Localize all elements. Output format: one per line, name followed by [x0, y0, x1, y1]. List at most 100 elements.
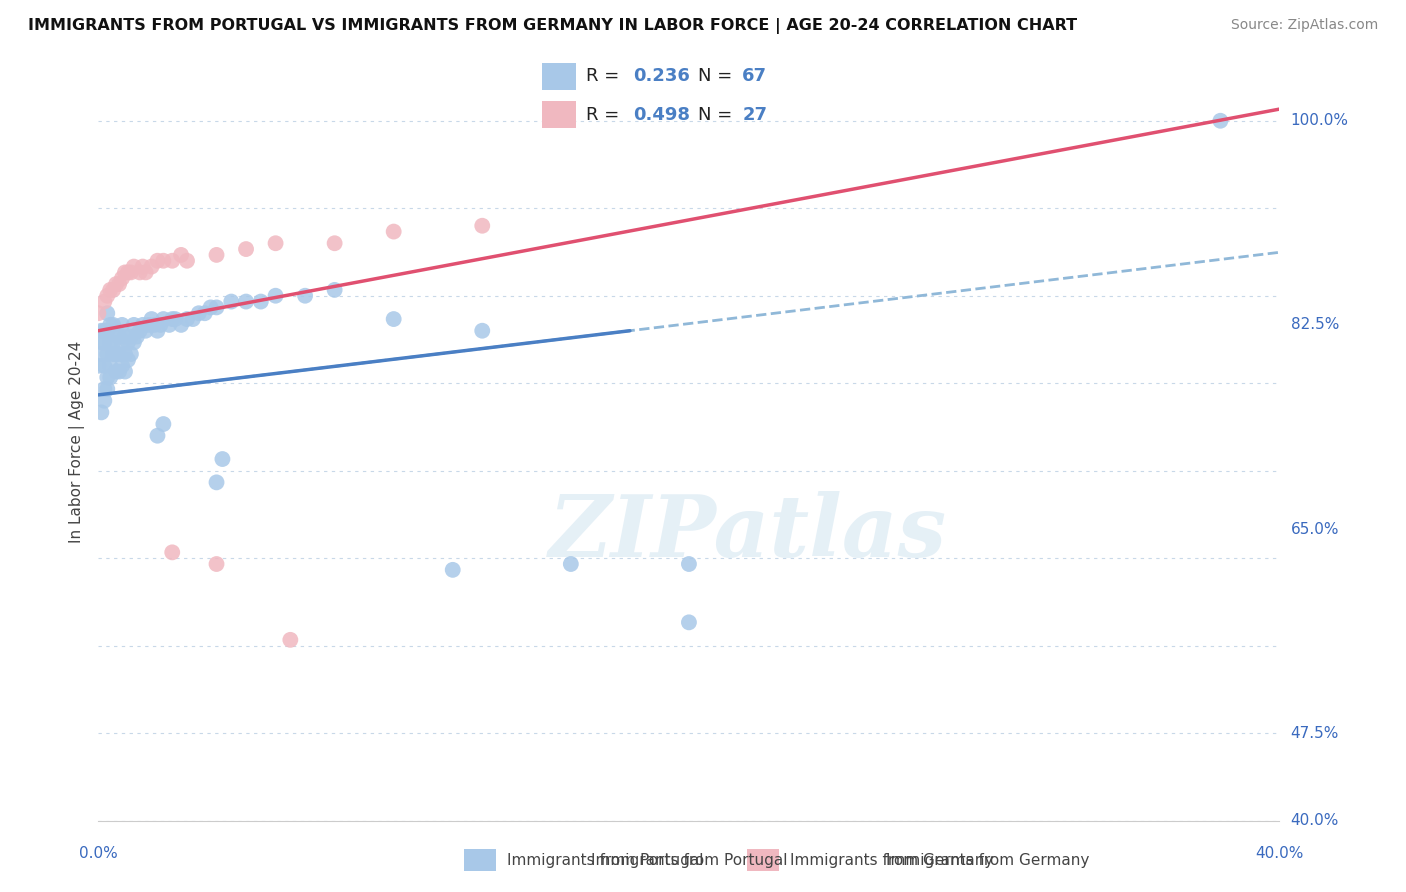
Text: 65.0%: 65.0%: [1291, 522, 1339, 536]
Point: [96, 306, 118, 320]
Text: 67: 67: [742, 68, 768, 86]
Point: [170, 248, 193, 262]
Point: [90, 335, 112, 350]
Point: [132, 318, 155, 332]
Point: [141, 260, 163, 274]
Point: [128, 324, 150, 338]
Text: 47.5%: 47.5%: [1291, 726, 1339, 740]
Point: [93, 324, 115, 338]
Point: [125, 329, 148, 343]
Point: [141, 312, 163, 326]
Text: Immigrants from Germany: Immigrants from Germany: [886, 854, 1090, 868]
Point: [90, 324, 112, 338]
Text: 100.0%: 100.0%: [1291, 113, 1348, 128]
FancyBboxPatch shape: [543, 62, 576, 90]
Point: [105, 277, 128, 291]
Point: [143, 318, 166, 332]
Point: [105, 365, 128, 379]
Point: [108, 347, 131, 361]
Point: [87, 359, 110, 373]
Point: [93, 359, 115, 373]
FancyBboxPatch shape: [543, 101, 576, 128]
Text: R =: R =: [586, 68, 626, 86]
Point: [96, 324, 118, 338]
Point: [93, 294, 115, 309]
Point: [162, 253, 183, 268]
Point: [93, 382, 115, 396]
Point: [111, 335, 134, 350]
Y-axis label: In Labor Force | Age 20-24: In Labor Force | Age 20-24: [69, 341, 86, 542]
Point: [132, 260, 155, 274]
Point: [98, 318, 121, 332]
Point: [98, 283, 121, 297]
Point: [250, 294, 273, 309]
Point: [108, 329, 131, 343]
Point: [98, 335, 121, 350]
Point: [205, 475, 228, 490]
Point: [152, 312, 174, 326]
Point: [103, 347, 125, 361]
Point: [122, 260, 145, 274]
Point: [157, 318, 180, 332]
Point: [678, 615, 700, 630]
Text: Source: ZipAtlas.com: Source: ZipAtlas.com: [1230, 18, 1378, 32]
Text: Immigrants from Portugal: Immigrants from Portugal: [506, 853, 703, 868]
Text: Immigrants from Germany: Immigrants from Germany: [790, 853, 993, 868]
Text: 82.5%: 82.5%: [1291, 318, 1339, 333]
Point: [120, 347, 142, 361]
Point: [162, 312, 183, 326]
Point: [117, 265, 139, 279]
Point: [152, 253, 174, 268]
Point: [294, 289, 316, 303]
Point: [103, 335, 125, 350]
Point: [323, 283, 346, 297]
Point: [146, 428, 169, 442]
Point: [678, 557, 700, 571]
Point: [122, 318, 145, 332]
Point: [471, 219, 494, 233]
Point: [176, 253, 198, 268]
Point: [96, 289, 118, 303]
Point: [205, 301, 228, 315]
Point: [108, 365, 131, 379]
Point: [111, 271, 134, 285]
Point: [382, 312, 405, 326]
Text: 0.498: 0.498: [633, 105, 690, 123]
Point: [114, 265, 136, 279]
Text: 27: 27: [742, 105, 768, 123]
Point: [211, 452, 233, 467]
Point: [441, 563, 464, 577]
Point: [221, 294, 243, 309]
Point: [114, 365, 136, 379]
Point: [90, 347, 112, 361]
Point: [382, 225, 405, 239]
Point: [181, 312, 204, 326]
Text: 40.0%: 40.0%: [1256, 846, 1303, 861]
Point: [170, 318, 193, 332]
Point: [264, 289, 287, 303]
Point: [471, 324, 494, 338]
Point: [135, 265, 157, 279]
Text: N =: N =: [699, 105, 738, 123]
Text: ZIPatlas: ZIPatlas: [548, 491, 948, 574]
Point: [280, 632, 302, 647]
Point: [560, 557, 582, 571]
Point: [111, 359, 134, 373]
Point: [1209, 113, 1232, 128]
Point: [152, 417, 174, 431]
Point: [103, 283, 125, 297]
Point: [111, 318, 134, 332]
Text: Immigrants from Portugal: Immigrants from Portugal: [591, 854, 787, 868]
Point: [323, 236, 346, 251]
Point: [176, 312, 198, 326]
Point: [105, 347, 128, 361]
Point: [117, 352, 139, 367]
Point: [108, 277, 131, 291]
Text: N =: N =: [699, 68, 738, 86]
Point: [194, 306, 217, 320]
Point: [96, 347, 118, 361]
Point: [264, 236, 287, 251]
Point: [128, 265, 150, 279]
Text: 40.0%: 40.0%: [1291, 814, 1339, 828]
Point: [235, 294, 257, 309]
